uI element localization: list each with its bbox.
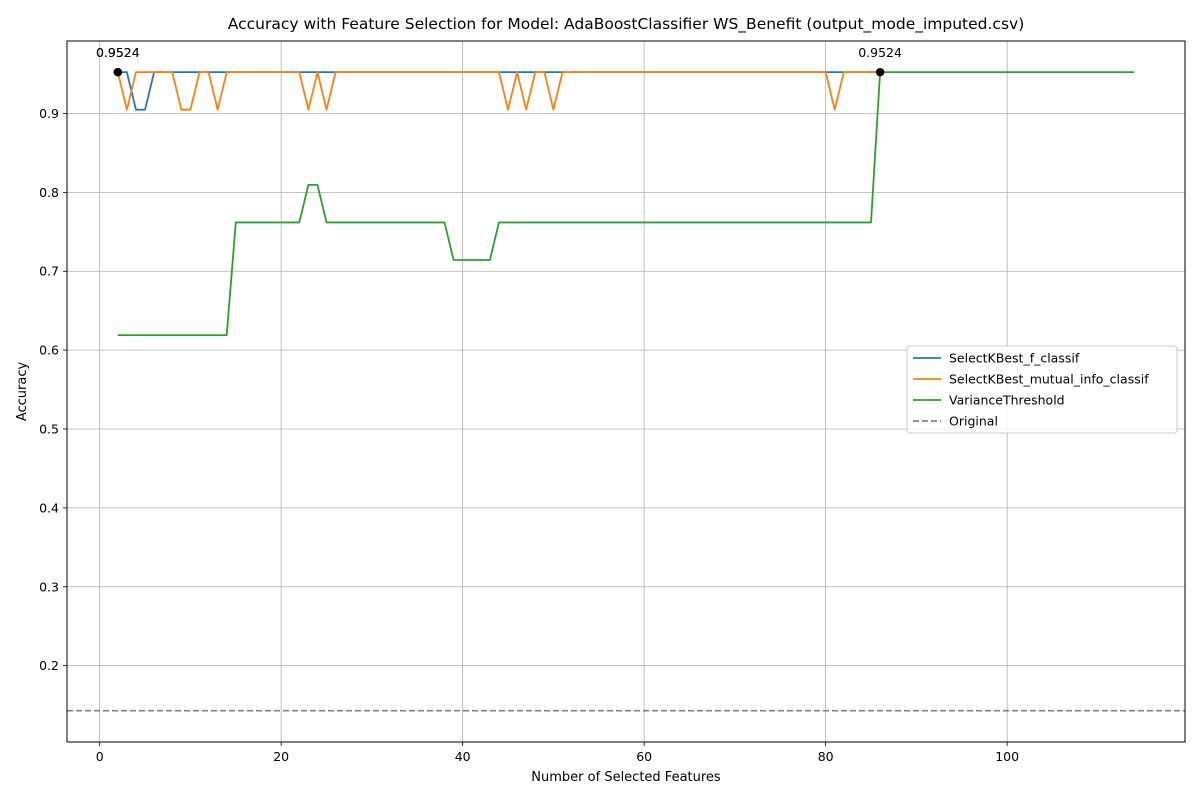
best-point-label: 0.9524 — [96, 45, 140, 60]
best-point-marker — [113, 67, 123, 77]
x-tick-label: 0 — [96, 749, 104, 764]
x-tick-label: 100 — [995, 749, 1019, 764]
y-tick-label: 0.7 — [39, 264, 59, 279]
x-tick-label: 60 — [636, 749, 652, 764]
axis-ticks: 0 20 40 60 80 100 0.2 0.3 0.4 0.5 0.6 0.7 0.8 0.9 — [39, 106, 1019, 764]
y-axis-label: Accuracy — [15, 362, 30, 422]
y-tick-label: 0.2 — [39, 658, 59, 673]
y-tick-label: 0.3 — [39, 579, 59, 594]
y-tick-label: 0.8 — [39, 185, 59, 200]
series-line-VarianceThreshold — [117, 71, 1135, 337]
x-tick-label: 80 — [818, 749, 834, 764]
x-axis-label: Number of Selected Features — [531, 770, 721, 785]
best-point-label: 0.9524 — [96, 45, 140, 60]
y-tick-label: 0.6 — [39, 343, 59, 358]
series-lines — [116, 71, 1135, 337]
legend-label: Original — [949, 414, 998, 429]
best-point-label: 0.9524 — [858, 45, 902, 60]
x-tick-label: 40 — [455, 749, 471, 764]
legend-label: SelectKBest_mutual_info_classif — [949, 372, 1149, 387]
axes-frame — [66, 40, 1186, 743]
best-point-marker — [875, 67, 885, 77]
series-line-SelectKBest_mutual_info_classif — [116, 71, 881, 111]
chart-title: Accuracy with Feature Selection for Mode… — [228, 15, 1025, 34]
y-tick-label: 0.5 — [39, 422, 59, 437]
legend-label: SelectKBest_f_classif — [949, 351, 1080, 366]
y-tick-label: 0.9 — [39, 106, 59, 121]
legend: SelectKBest_f_classif SelectKBest_mutual_… — [906, 345, 1178, 434]
x-tick-label: 20 — [273, 749, 289, 764]
legend-box — [906, 345, 1178, 434]
legend-label: VarianceThreshold — [949, 393, 1065, 408]
y-tick-label: 0.4 — [39, 500, 59, 515]
